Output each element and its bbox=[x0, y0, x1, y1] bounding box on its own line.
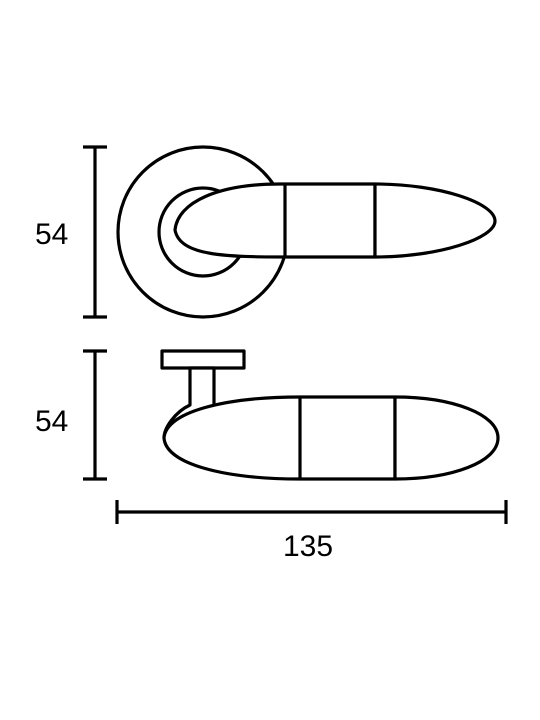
lever-tip-top bbox=[375, 184, 495, 257]
drawing-svg bbox=[0, 0, 540, 720]
lever-body-top bbox=[175, 184, 375, 257]
dimension-label-height-top: 54 bbox=[35, 218, 68, 252]
side-view bbox=[162, 351, 498, 479]
dimension-label-width: 135 bbox=[283, 530, 333, 564]
mounting-plate bbox=[162, 351, 244, 368]
top-view bbox=[118, 147, 495, 317]
lever-tip-side bbox=[395, 397, 498, 479]
dimension-label-height-side: 54 bbox=[35, 405, 68, 439]
lever-body-side bbox=[164, 397, 395, 479]
technical-drawing: 54 54 135 bbox=[0, 0, 540, 720]
